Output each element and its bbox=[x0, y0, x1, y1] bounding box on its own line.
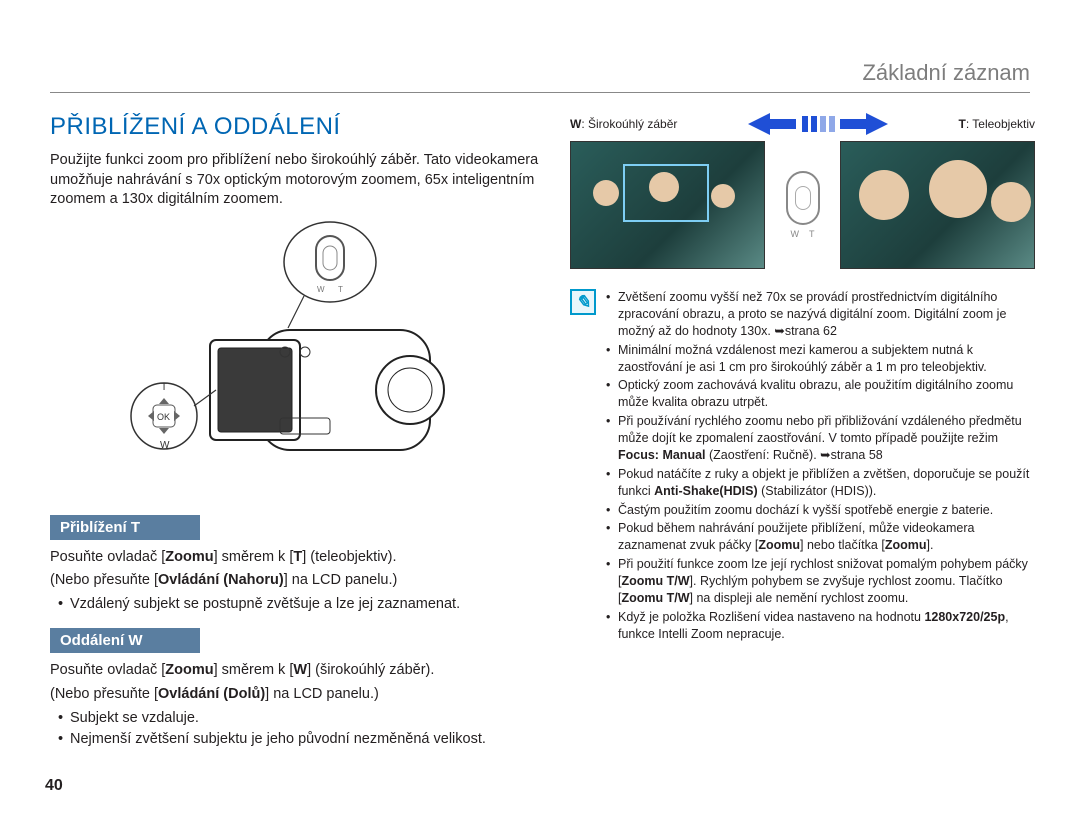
page-heading: PŘIBLÍŽENÍ A ODDÁLENÍ bbox=[50, 113, 540, 141]
right-column: W: Širokoúhlý záběr T: Teleobjektiv bbox=[570, 113, 1035, 752]
tele-photo bbox=[840, 141, 1035, 269]
sec2-line2: (Nebo přesuňte [Ovládání (Dolů)] na LCD … bbox=[50, 685, 540, 705]
wide-label: W: Širokoúhlý záběr bbox=[570, 117, 677, 131]
note-item: Zvětšení zoomu vyšší než 70x se provádí … bbox=[606, 289, 1035, 340]
wide-photo bbox=[570, 141, 765, 269]
sec1-line1: Posuňte ovladač [Zoomu] směrem k [T] (te… bbox=[50, 548, 540, 568]
note-item: Optický zoom zachovává kvalitu obrazu, a… bbox=[606, 377, 1035, 411]
camcorder-diagram: W T OK bbox=[50, 220, 540, 485]
sec2-bullet: Subjekt se vzdaluje. bbox=[58, 709, 540, 729]
page-number: 40 bbox=[45, 777, 63, 795]
zoom-example-photos: W T bbox=[570, 141, 1035, 269]
left-column: PŘIBLÍŽENÍ A ODDÁLENÍ Použijte funkci zo… bbox=[50, 113, 540, 752]
sec2-line1: Posuňte ovladač [Zoomu] směrem k [W] (ši… bbox=[50, 661, 540, 681]
svg-text:W: W bbox=[160, 440, 170, 451]
svg-text:OK: OK bbox=[157, 412, 170, 422]
note-item: Když je položka Rozlišení videa nastaven… bbox=[606, 609, 1035, 643]
notes-block: ✎ Zvětšení zoomu vyšší než 70x se provád… bbox=[570, 289, 1035, 645]
sec1-bullets: Vzdálený subjekt se postupně zvětšuje a … bbox=[50, 595, 540, 615]
note-item: Při používání rychlého zoomu nebo při př… bbox=[606, 413, 1035, 464]
zoom-rocker-icon: W T bbox=[765, 141, 840, 269]
svg-text:W: W bbox=[317, 285, 325, 294]
svg-text:T: T bbox=[338, 285, 343, 294]
note-item: Při použití funkce zoom lze její rychlos… bbox=[606, 556, 1035, 607]
note-item: Pokud natáčíte z ruky a objekt je přiblí… bbox=[606, 466, 1035, 500]
header-bar: Základní záznam bbox=[50, 60, 1030, 93]
subsection-bar-zoom-in: Přiblížení T bbox=[50, 515, 200, 540]
section-header: Základní záznam bbox=[862, 60, 1030, 85]
wt-label-row: W: Širokoúhlý záběr T: Teleobjektiv bbox=[570, 113, 1035, 135]
subsection-bar-zoom-out: Oddálení W bbox=[50, 628, 200, 653]
note-icon: ✎ bbox=[570, 289, 596, 315]
note-item: Minimální možná vzdálenost mezi kamerou … bbox=[606, 342, 1035, 376]
sec2-bullets: Subjekt se vzdaluje. Nejmenší zvětšení s… bbox=[50, 709, 540, 750]
sec2-bullet: Nejmenší zvětšení subjektu je jeho původ… bbox=[58, 730, 540, 750]
tele-label: T: Teleobjektiv bbox=[959, 117, 1036, 131]
sec1-line2: (Nebo přesuňte [Ovládání (Nahoru)] na LC… bbox=[50, 571, 540, 591]
zoom-direction-arrows bbox=[748, 113, 888, 135]
sec1-bullet: Vzdálený subjekt se postupně zvětšuje a … bbox=[58, 595, 540, 615]
note-item: Pokud během nahrávání použijete přiblíže… bbox=[606, 520, 1035, 554]
notes-list: Zvětšení zoomu vyšší než 70x se provádí … bbox=[606, 289, 1035, 645]
intro-paragraph: Použijte funkci zoom pro přiblížení nebo… bbox=[50, 151, 540, 210]
note-item: Častým použitím zoomu dochází k vyšší sp… bbox=[606, 502, 1035, 519]
svg-text:T: T bbox=[161, 382, 167, 393]
